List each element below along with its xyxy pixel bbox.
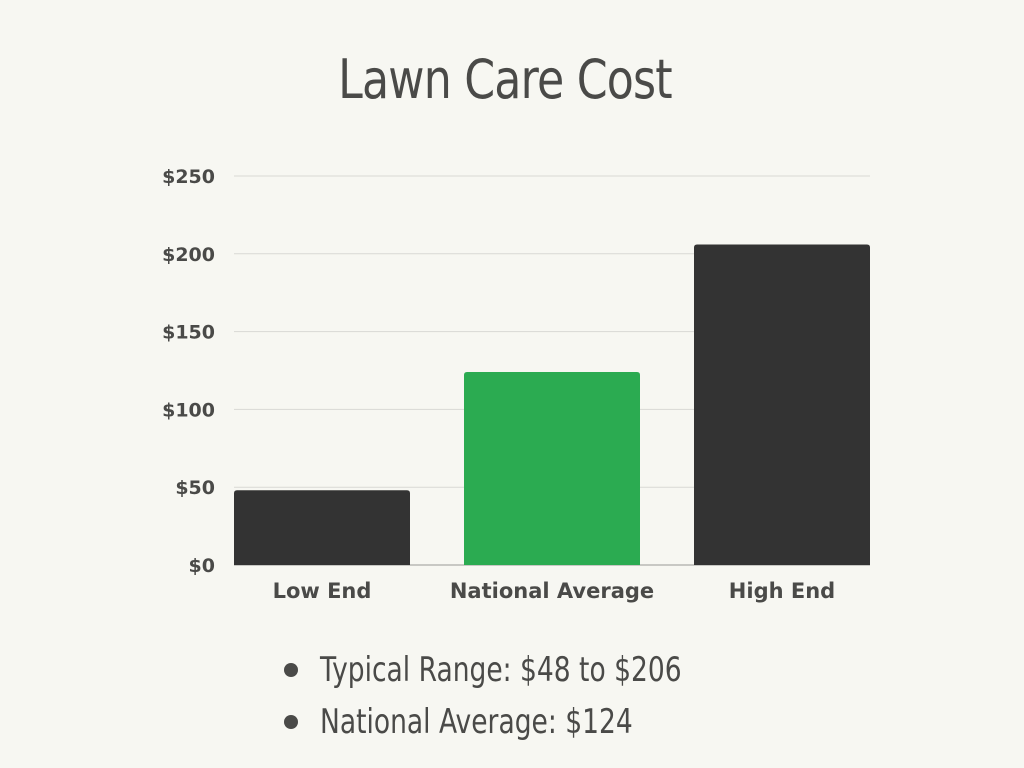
x-tick-label: High End: [729, 579, 835, 603]
bar-national-average: [464, 372, 640, 565]
summary-text: Typical Range: $48 to $206: [320, 650, 682, 690]
y-tick-label: $250: [162, 166, 215, 188]
y-axis-tick-labels: $0 $50 $100 $150 $200 $250: [162, 166, 215, 577]
summary-text: National Average: $124: [320, 702, 633, 742]
x-tick-label: Low End: [273, 579, 372, 603]
y-tick-label: $100: [162, 399, 215, 421]
y-tick-label: $150: [162, 322, 215, 344]
bar-high-end: [694, 244, 870, 566]
bullet-dot-icon: [284, 663, 298, 677]
y-tick-label: $0: [189, 555, 215, 577]
y-tick-label: $200: [162, 244, 215, 266]
y-tick-label: $50: [175, 477, 215, 499]
chart-title: Lawn Care Cost: [338, 48, 673, 111]
bullet-dot-icon: [284, 715, 298, 729]
x-tick-label: National Average: [450, 579, 654, 603]
bars: [234, 244, 870, 566]
bar-low-end: [234, 490, 410, 565]
x-axis-tick-labels: Low End National Average High End: [273, 579, 836, 603]
